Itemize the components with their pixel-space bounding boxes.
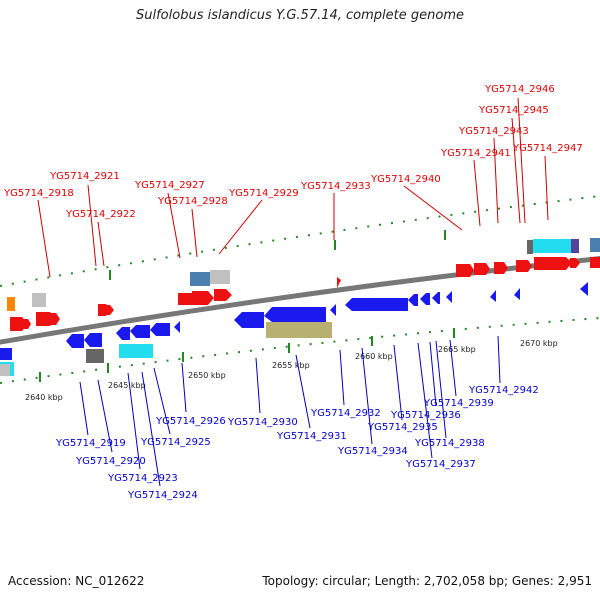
gene-label: YG5714_2939 [423, 398, 494, 409]
gray-feature [210, 270, 230, 284]
scale-label: 2655 kbp [272, 361, 310, 370]
gene-label: YG5714_2924 [127, 490, 198, 501]
gene-arrow [0, 348, 12, 360]
gene-label: YG5714_2937 [405, 459, 476, 470]
gene-label: YG5714_2930 [227, 417, 298, 428]
cyan-feature [119, 344, 153, 358]
gene-label: YG5714_2932 [310, 408, 381, 419]
cyan-feature [533, 239, 571, 253]
gene-arrow [150, 323, 170, 336]
gene-arrow [84, 333, 102, 347]
forward-other-features [7, 238, 600, 311]
tick-track-lower [0, 317, 600, 384]
gene-arrow [66, 334, 84, 348]
gene-arrow [494, 262, 508, 274]
gene-label: YG5714_2921 [49, 171, 120, 182]
scale-label: 2665 kbp [438, 345, 476, 354]
gene-label: YG5714_2925 [140, 437, 211, 448]
gene-arrow [570, 258, 580, 268]
dark-gray-feature [86, 349, 104, 363]
gene-label: YG5714_2936 [390, 410, 461, 421]
gene-label: YG5714_2931 [276, 431, 347, 442]
gene-arrow [456, 264, 474, 277]
top-leader-lines [37, 97, 549, 278]
gene-arrow [408, 294, 418, 306]
gene-arrow [104, 305, 114, 315]
gene-arrow [534, 257, 572, 270]
gene-label: YG5714_2920 [75, 456, 146, 467]
gene-arrow [214, 289, 232, 301]
gene-arrow [337, 277, 341, 288]
gene-label: YG5714_2942 [468, 385, 539, 396]
accession-text: Accession: NC_012622 [8, 574, 145, 588]
gene-arrow [116, 327, 130, 340]
gene-arrow [234, 312, 264, 328]
gene-label: YG5714_2919 [55, 438, 126, 449]
gene-arrow [474, 263, 490, 275]
gene-arrow [580, 282, 588, 296]
gene-arrow [432, 292, 440, 304]
reverse-other-features [0, 322, 332, 376]
gene-label: YG5714_2945 [478, 105, 549, 116]
steel-feature [190, 272, 210, 286]
gene-label: YG5714_2947 [512, 143, 583, 154]
gene-label: YG5714_2929 [228, 188, 299, 199]
genome-summary-text: Topology: circular; Length: 2,702,058 bp… [262, 574, 592, 588]
scale-label: 2650 kbp [188, 371, 226, 380]
gene-label: YG5714_2938 [414, 438, 485, 449]
gene-arrow [446, 291, 452, 303]
gene-arrow [264, 307, 326, 322]
gene-arrow [514, 288, 520, 300]
orange-feature [7, 297, 15, 311]
gene-label: YG5714_2928 [157, 196, 228, 207]
gray-feature [32, 293, 46, 307]
gene-arrow [130, 325, 150, 338]
tick-track-upper [0, 195, 600, 287]
gene-arrow [192, 291, 214, 305]
gene-arrow [330, 304, 336, 316]
gene-label: YG5714_2935 [367, 422, 438, 433]
top-gene-labels: YG5714_2918 YG5714_2921 YG5714_2922 YG57… [3, 84, 583, 220]
purple-feature [571, 239, 579, 253]
gene-label: YG5714_2918 [3, 188, 74, 199]
gene-label: YG5714_2940 [370, 174, 441, 185]
gene-arrow [420, 293, 430, 305]
gene-label: YG5714_2922 [65, 209, 136, 220]
dark-gray-feature [527, 240, 533, 254]
gene-arrow [178, 293, 194, 305]
gene-arrow [50, 313, 60, 325]
bottom-gene-labels: YG5714_2919 YG5714_2920 YG5714_2923 YG57… [55, 385, 539, 501]
gene-label: YG5714_2941 [440, 148, 511, 159]
gene-label: YG5714_2934 [337, 446, 408, 457]
scale-labels: 2640 kbp 2645 kbp 2650 kbp 2655 kbp 2660… [25, 339, 558, 402]
forward-genes [10, 257, 600, 331]
olive-feature [266, 322, 332, 338]
scale-label: 2640 kbp [25, 393, 63, 402]
gene-label: YG5714_2923 [107, 473, 178, 484]
reverse-genes [0, 282, 588, 360]
scale-label: 2645 kbp [108, 381, 146, 390]
bottom-leader-lines [79, 335, 501, 487]
gene-arrow [590, 257, 600, 268]
scale-label: 2660 kbp [355, 352, 393, 361]
gene-arrow [174, 321, 180, 333]
gene-label: YG5714_2927 [134, 180, 205, 191]
gene-label: YG5714_2946 [484, 84, 555, 95]
gene-arrow [345, 298, 408, 311]
gene-label: YG5714_2926 [155, 416, 226, 427]
steel-feature [590, 238, 600, 252]
gene-arrow [490, 290, 496, 302]
gene-label: YG5714_2933 [300, 181, 371, 192]
gene-arrow [22, 319, 31, 329]
gene-label: YG5714_2943 [458, 126, 529, 137]
map-title: Sulfolobus islandicus Y.G.57.14, complet… [136, 8, 464, 23]
gray-feature [0, 364, 10, 376]
gene-arrow [522, 260, 532, 272]
scale-label: 2670 kbp [520, 339, 558, 348]
scale-ticks [39, 230, 455, 382]
